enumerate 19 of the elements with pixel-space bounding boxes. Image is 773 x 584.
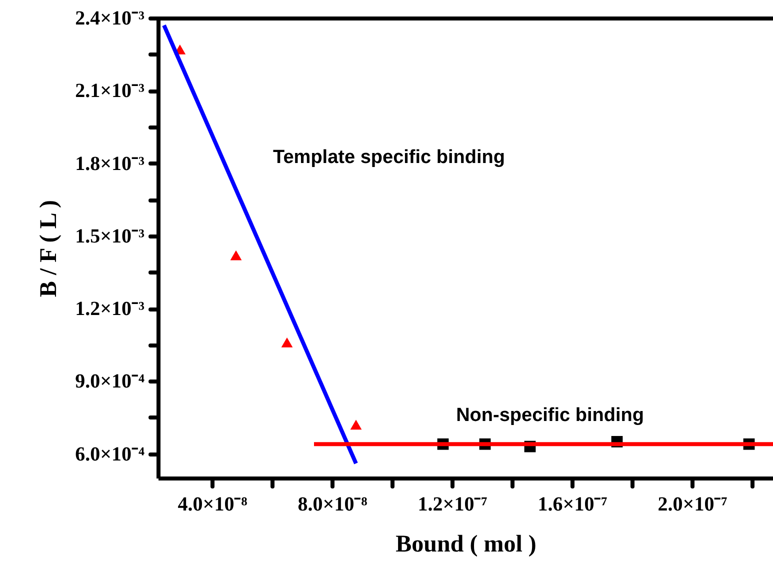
annotation: Template specific binding bbox=[273, 147, 505, 168]
x-axis-title: Bound ( mol ) bbox=[396, 532, 536, 558]
x-tick-label: 2.0×10⁻⁷ bbox=[658, 494, 728, 516]
x-tick-label: 4.0×10⁻⁸ bbox=[178, 494, 248, 516]
y-tick-label: 1.5×10⁻³ bbox=[75, 225, 144, 248]
x-tick-label: 1.6×10⁻⁷ bbox=[538, 494, 608, 516]
point bbox=[350, 420, 362, 430]
point bbox=[230, 250, 242, 260]
y-axis-title: B / F ( L ) bbox=[36, 200, 62, 298]
y-tick-label: 9.0×10⁻⁴ bbox=[75, 370, 144, 393]
y-tick-label: 2.1×10⁻³ bbox=[75, 80, 144, 102]
point bbox=[281, 337, 293, 348]
x-tick-label: 8.0×10⁻⁸ bbox=[298, 494, 368, 516]
annotation: Non-specific binding bbox=[456, 405, 644, 426]
y-tick-label: 2.4×10⁻³ bbox=[75, 8, 144, 30]
y-tick-label: 1.8×10⁻³ bbox=[75, 152, 144, 175]
y-tick-label: 1.2×10⁻³ bbox=[75, 298, 144, 320]
y-tick-label: 6.0×10⁻⁴ bbox=[75, 443, 144, 466]
x-tick-label: 1.2×10⁻⁷ bbox=[418, 494, 488, 516]
